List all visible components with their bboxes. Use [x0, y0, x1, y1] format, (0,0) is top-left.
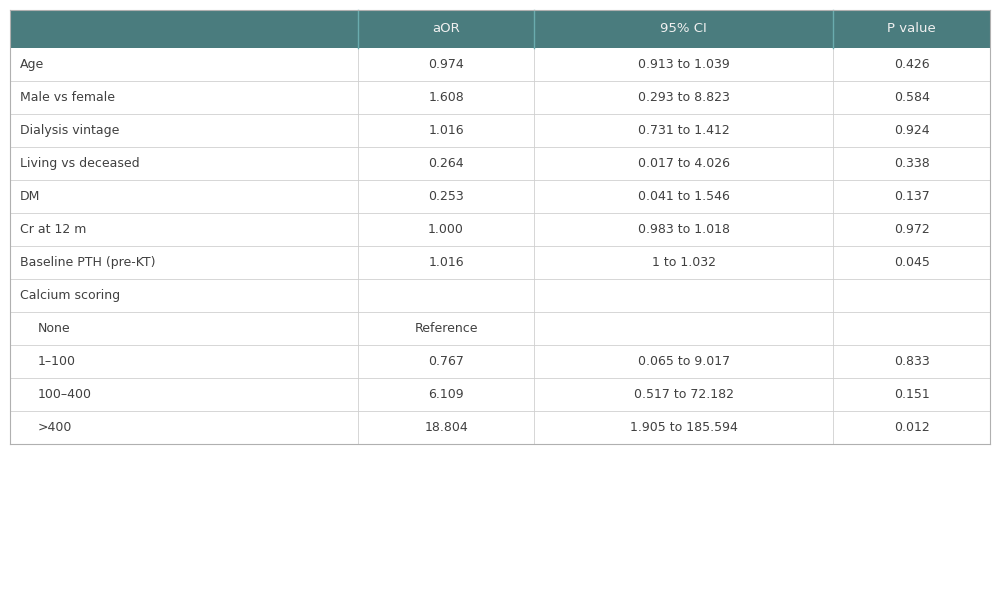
- Text: 0.517 to 72.182: 0.517 to 72.182: [634, 388, 734, 401]
- Text: 0.151: 0.151: [894, 388, 929, 401]
- Text: 0.426: 0.426: [894, 58, 929, 71]
- Text: 0.972: 0.972: [894, 223, 929, 236]
- Text: Reference: Reference: [414, 322, 478, 335]
- Text: 0.012: 0.012: [894, 421, 929, 434]
- Text: P value: P value: [887, 22, 936, 35]
- Text: 0.584: 0.584: [894, 91, 930, 104]
- Text: 0.017 to 4.026: 0.017 to 4.026: [638, 157, 730, 170]
- Text: 0.065 to 9.017: 0.065 to 9.017: [638, 355, 730, 368]
- Text: aOR: aOR: [432, 22, 460, 35]
- Bar: [10, 411, 990, 444]
- Text: 0.974: 0.974: [428, 58, 464, 71]
- Text: None: None: [38, 322, 71, 335]
- Bar: [10, 180, 990, 213]
- Text: 1.016: 1.016: [428, 124, 464, 137]
- Text: Dialysis vintage: Dialysis vintage: [20, 124, 119, 137]
- Text: 0.767: 0.767: [428, 355, 464, 368]
- Text: 0.253: 0.253: [428, 190, 464, 203]
- Text: 18.804: 18.804: [424, 421, 468, 434]
- Bar: [10, 147, 990, 180]
- Text: 0.338: 0.338: [894, 157, 929, 170]
- Text: 1.608: 1.608: [428, 91, 464, 104]
- Text: 0.293 to 8.823: 0.293 to 8.823: [638, 91, 730, 104]
- Text: 1.016: 1.016: [428, 256, 464, 269]
- Text: Calcium scoring: Calcium scoring: [20, 289, 120, 302]
- Text: 0.913 to 1.039: 0.913 to 1.039: [638, 58, 730, 71]
- Bar: [10, 378, 990, 411]
- Text: 0.833: 0.833: [894, 355, 929, 368]
- Text: 6.109: 6.109: [428, 388, 464, 401]
- Text: 1.905 to 185.594: 1.905 to 185.594: [630, 421, 738, 434]
- Text: 0.137: 0.137: [894, 190, 929, 203]
- Text: 0.983 to 1.018: 0.983 to 1.018: [638, 223, 730, 236]
- Bar: [10, 48, 990, 81]
- Text: 0.041 to 1.546: 0.041 to 1.546: [638, 190, 730, 203]
- Text: DM: DM: [20, 190, 40, 203]
- Text: Cr at 12 m: Cr at 12 m: [20, 223, 86, 236]
- Bar: [10, 114, 990, 147]
- Bar: [10, 10, 990, 48]
- Text: 0.264: 0.264: [428, 157, 464, 170]
- Text: 1.000: 1.000: [428, 223, 464, 236]
- Text: Age: Age: [20, 58, 44, 71]
- Bar: [10, 246, 990, 279]
- Bar: [10, 345, 990, 378]
- Text: 100–400: 100–400: [38, 388, 92, 401]
- Text: 0.924: 0.924: [894, 124, 929, 137]
- Text: Male vs female: Male vs female: [20, 91, 115, 104]
- Text: Baseline PTH (pre-KT): Baseline PTH (pre-KT): [20, 256, 156, 269]
- Text: 0.731 to 1.412: 0.731 to 1.412: [638, 124, 730, 137]
- Bar: [10, 279, 990, 312]
- Text: >400: >400: [38, 421, 72, 434]
- Text: 95% CI: 95% CI: [660, 22, 707, 35]
- Text: Living vs deceased: Living vs deceased: [20, 157, 140, 170]
- Bar: [10, 81, 990, 114]
- Text: 0.045: 0.045: [894, 256, 930, 269]
- Text: 1 to 1.032: 1 to 1.032: [652, 256, 716, 269]
- Bar: [10, 213, 990, 246]
- Text: 1–100: 1–100: [38, 355, 76, 368]
- Bar: [10, 312, 990, 345]
